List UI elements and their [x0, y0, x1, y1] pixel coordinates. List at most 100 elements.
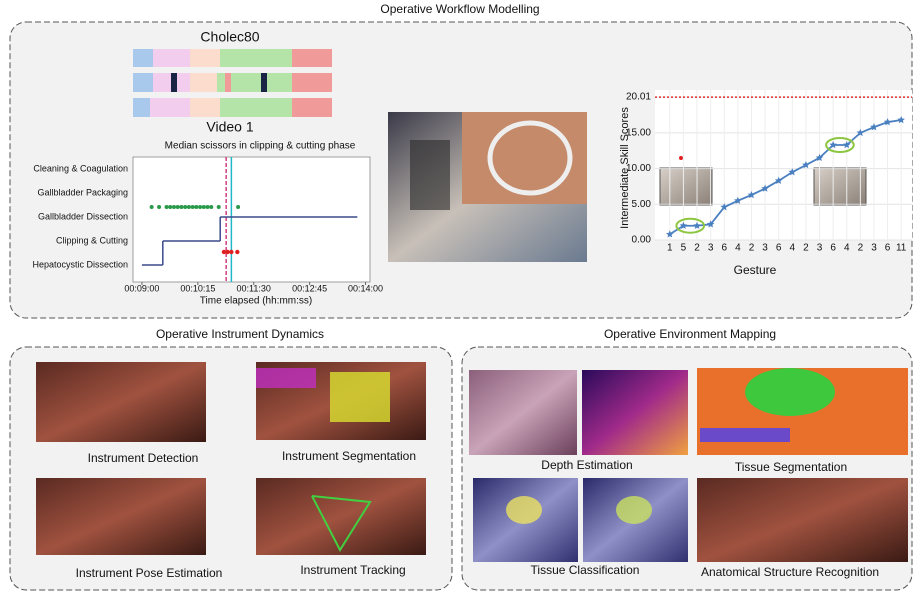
x-tick-label: 1 — [667, 243, 673, 254]
plot-area — [655, 90, 912, 240]
photo — [697, 478, 908, 562]
x-axis-title: Time elapsed (hh:mm:ss) — [200, 296, 312, 307]
y-tick-label: 0.00 — [632, 235, 652, 246]
x-tick-label: 11 — [896, 243, 907, 254]
point — [870, 123, 878, 131]
x-tick-label: 4 — [790, 243, 796, 254]
dataset-label: Cholec80 — [200, 29, 259, 45]
detection-dot — [209, 205, 214, 209]
point — [679, 221, 688, 229]
photo — [388, 112, 587, 262]
point — [747, 191, 756, 199]
detection-dot — [149, 205, 154, 209]
phase-bars — [133, 49, 332, 117]
y-tick-label: 20.01 — [626, 92, 651, 103]
x-tick-label: 2 — [749, 243, 755, 254]
plot-frame — [132, 156, 371, 283]
cut-dot — [221, 249, 227, 255]
x-tick-label: 2 — [858, 243, 864, 254]
x-tick-label: 3 — [708, 243, 714, 254]
photo — [36, 362, 206, 442]
photo-overlay — [700, 428, 790, 442]
detection-dot — [216, 205, 221, 209]
inset-photos — [659, 156, 867, 206]
panel-caption: Instrument Detection — [88, 451, 199, 465]
y-tick-label: Hepatocystic Dissection — [32, 259, 128, 269]
panel-caption: Anatomical Structure Recognition — [701, 565, 879, 579]
photo-overlay — [506, 496, 542, 524]
point — [788, 168, 797, 176]
x-tick-label: 6 — [776, 243, 782, 254]
x-tick-label: 00:14:00 — [348, 283, 383, 293]
photo — [36, 478, 206, 555]
x-tick-label: 2 — [694, 243, 700, 254]
point — [734, 196, 742, 204]
point — [706, 220, 715, 228]
cut-dot — [235, 249, 240, 255]
x-tick-label: 4 — [844, 243, 850, 254]
x-tick-label: 6 — [830, 243, 836, 254]
y-tick-label: Gallbladder Dissection — [38, 211, 128, 221]
point — [720, 203, 729, 211]
tracking-lines — [311, 495, 372, 553]
point — [842, 141, 851, 149]
point — [774, 176, 783, 184]
y-axis-title: Intermediate Skill Scores — [619, 107, 631, 229]
point — [883, 118, 892, 126]
section-title: Operative Instrument Dynamics — [156, 327, 324, 341]
panel-caption: Instrument Segmentation — [282, 449, 416, 463]
x-tick-label: 00:12:45 — [292, 283, 327, 293]
y-tick-label: Clipping & Cutting — [56, 235, 128, 245]
x-tick-label: 4 — [735, 243, 741, 254]
detection-dot — [205, 205, 210, 209]
point — [666, 230, 674, 238]
panel-caption: Instrument Pose Estimation — [76, 566, 223, 580]
detection-dot — [186, 205, 191, 209]
cut-dot — [229, 249, 234, 255]
point — [761, 184, 769, 192]
photo-overlay — [256, 368, 316, 388]
y-tick-label: 5.00 — [632, 199, 652, 210]
x-tick-label: 00:11:30 — [237, 283, 271, 293]
point — [693, 221, 701, 229]
photo-overlay — [616, 496, 652, 524]
x-tick-label: 3 — [817, 243, 823, 254]
photo — [256, 478, 426, 555]
detection-dot — [175, 205, 180, 209]
x-tick-label: 6 — [721, 243, 727, 254]
detection-dot — [198, 205, 203, 209]
point — [897, 116, 905, 124]
section-title: Operative Workflow Modelling — [380, 2, 539, 16]
x-tick-label: 3 — [762, 243, 768, 254]
timeline-title: Median scissors in clipping & cutting ph… — [165, 141, 356, 152]
section-title: Operative Environment Mapping — [604, 327, 776, 341]
detection-dot — [164, 205, 169, 209]
highlight — [825, 137, 855, 153]
point — [856, 128, 865, 137]
y-tick-label: 10.00 — [626, 163, 651, 174]
cut-dot — [225, 249, 230, 255]
detection-dot — [236, 205, 241, 209]
detection-dot — [194, 205, 199, 209]
y-tick-label: Gallbladder Packaging — [37, 187, 128, 197]
panel-caption: Tissue Classification — [531, 563, 640, 577]
detection-dot — [157, 205, 162, 209]
highlight — [675, 217, 706, 234]
panel-caption: Depth Estimation — [541, 458, 632, 472]
detection-dot — [201, 205, 206, 209]
photo — [469, 370, 577, 455]
detection-dot — [190, 205, 195, 209]
x-tick-label: 6 — [885, 243, 891, 254]
y-tick-label: 15.00 — [626, 127, 651, 138]
point — [815, 153, 824, 162]
x-tick-label: 2 — [803, 243, 809, 254]
x-axis-title: Gesture — [734, 263, 777, 277]
photo — [582, 370, 688, 455]
panel-caption: Tissue Segmentation — [735, 460, 847, 474]
photo-overlay — [745, 368, 835, 416]
detection-dot — [171, 205, 176, 209]
detection-dot — [168, 205, 173, 209]
x-tick-label: 00:10:15 — [180, 283, 215, 293]
point — [802, 161, 810, 169]
detection-dot — [179, 205, 184, 209]
